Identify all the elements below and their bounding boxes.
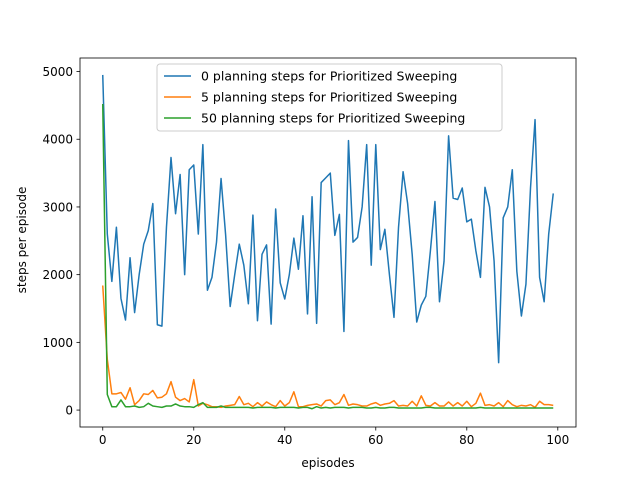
- legend-label-0: 0 planning steps for Prioritized Sweepin…: [201, 69, 457, 84]
- x-tick-label-2: 40: [277, 433, 292, 447]
- x-tick-label-3: 60: [368, 433, 383, 447]
- series-line-0: [102, 74, 554, 364]
- y-tick-label-3: 3000: [42, 200, 73, 214]
- x-axis-label: episodes: [301, 456, 354, 470]
- y-tick-label-2: 2000: [42, 268, 73, 282]
- legend-label-2: 50 planning steps for Prioritized Sweepi…: [201, 111, 465, 126]
- y-tick-label-4: 4000: [42, 133, 73, 147]
- x-tick-label-1: 20: [186, 433, 201, 447]
- axes-frame: [79, 57, 577, 428]
- y-tick-label-0: 0: [65, 404, 73, 418]
- x-tick-label-4: 80: [459, 433, 474, 447]
- x-tick-label-5: 100: [546, 433, 569, 447]
- legend-label-1: 5 planning steps for Prioritized Sweepin…: [201, 90, 457, 105]
- legend: 0 planning steps for Prioritized Sweepin…: [156, 63, 503, 132]
- series-layer: [102, 74, 554, 410]
- y-axis-label: steps per episode: [15, 187, 29, 294]
- series-line-2: [102, 104, 554, 410]
- legend-box: [156, 63, 503, 132]
- series-line-1: [102, 285, 554, 409]
- y-tick-label-5: 5000: [42, 65, 73, 79]
- y-tick-label-1: 1000: [42, 336, 73, 350]
- x-tick-label-0: 0: [99, 433, 107, 447]
